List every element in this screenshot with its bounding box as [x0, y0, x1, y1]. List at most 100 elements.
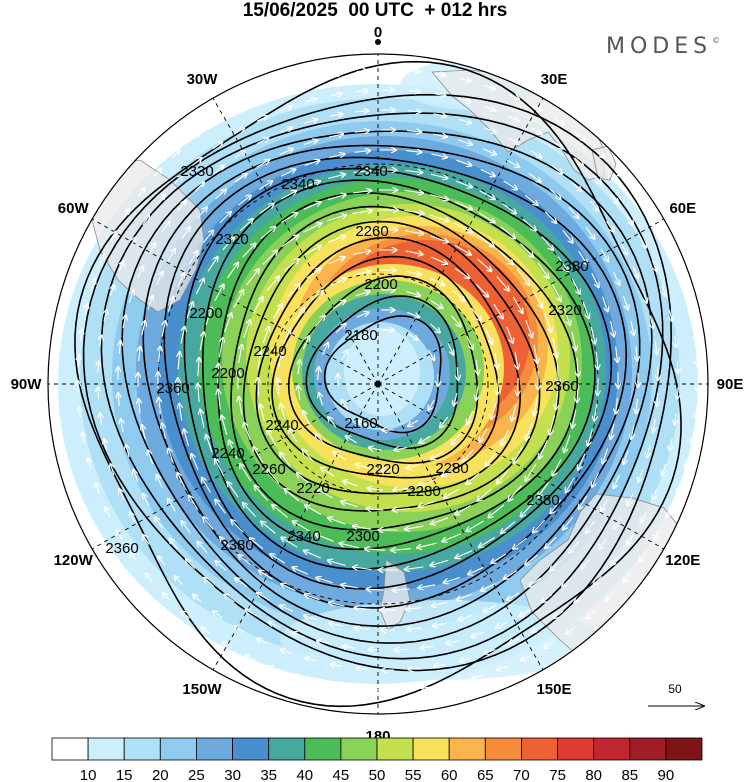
- wind-vector: [395, 448, 408, 450]
- wind-vector: [188, 251, 197, 265]
- wind-vector: [554, 610, 564, 618]
- wind-vector: [566, 627, 576, 634]
- wind-vector: [304, 551, 322, 559]
- wind-vector: [192, 158, 202, 166]
- colorbar-tick-label: 55: [405, 767, 422, 782]
- wind-vector: [218, 390, 220, 410]
- wind-vector: [544, 641, 554, 648]
- wind-vector: [280, 107, 292, 111]
- wind-vector: [252, 297, 262, 314]
- wind-vector: [353, 251, 370, 255]
- wind-vector: [491, 403, 497, 419]
- wind-vector: [642, 290, 647, 302]
- wind-vector: [198, 384, 199, 403]
- wind-vector: [354, 151, 370, 153]
- wind-vector: [353, 567, 372, 570]
- wind-vector: [179, 404, 182, 421]
- wind-vector: [281, 538, 298, 548]
- wind-vector: [442, 467, 456, 477]
- contour-label: 2320: [548, 302, 581, 319]
- wind-vector: [178, 378, 179, 396]
- wind-vector: [501, 203, 516, 214]
- wind-vector: [234, 128, 244, 135]
- wind-vector: [331, 664, 342, 666]
- longitude-label: 60W: [58, 200, 90, 217]
- wind-vector: [110, 232, 116, 242]
- wind-vector: [258, 378, 259, 396]
- wind-vector: [243, 320, 250, 338]
- wind-vector: [596, 352, 598, 369]
- wind-vector: [207, 257, 218, 272]
- wind-vector: [81, 329, 83, 341]
- wind-vector: [267, 469, 280, 484]
- reference-vector-label: 50: [668, 682, 682, 696]
- wind-vector: [234, 626, 245, 633]
- wind-vector: [480, 168, 495, 176]
- wind-vector: [110, 285, 114, 297]
- wind-vector: [578, 453, 586, 470]
- wind-vector: [407, 311, 419, 317]
- wind-vector: [226, 263, 238, 279]
- wind-vector: [568, 207, 579, 218]
- colorbar-swatch: [51, 737, 89, 761]
- wind-vector: [588, 429, 593, 446]
- wind-vector: [640, 237, 647, 248]
- wind-vector: [594, 403, 597, 421]
- colorbar: 10 15 20 25 30 35 40 45 50 55 60 65 70 75 80 85 90: [51, 737, 703, 782]
- wind-vector: [256, 160, 269, 168]
- wind-vector: [566, 477, 575, 493]
- wind-vector: [344, 687, 355, 688]
- longitude-label: 150W: [182, 681, 222, 698]
- wind-vector: [447, 682, 458, 684]
- wind-vector: [675, 335, 677, 346]
- wind-vector: [83, 433, 85, 444]
- wind-vector: [157, 195, 165, 205]
- wind-vector: [128, 290, 133, 303]
- wind-vector: [257, 639, 268, 645]
- wind-vector: [405, 151, 422, 153]
- wind-vector: [369, 649, 382, 650]
- wind-vector: [430, 277, 444, 285]
- wind-vector: [513, 446, 524, 463]
- wind-vector: [582, 301, 589, 318]
- wind-vector: [341, 585, 359, 588]
- wind-vector: [677, 387, 678, 399]
- wind-vector: [606, 592, 614, 601]
- wind-vector: [335, 324, 346, 334]
- contour-label: 2260: [252, 461, 285, 478]
- wind-vector: [405, 270, 421, 275]
- wind-vector: [223, 642, 233, 649]
- wind-vector: [202, 230, 213, 244]
- wind-vector: [497, 468, 510, 483]
- wind-vector: [298, 386, 300, 400]
- wind-vector: [279, 149, 293, 156]
- wind-vector: [504, 570, 518, 579]
- wind-vector: [200, 410, 205, 428]
- wind-vector: [419, 500, 436, 507]
- contour-label: 2220: [366, 461, 399, 478]
- colorbar-tick-label: 65: [477, 767, 494, 782]
- wind-vector: [419, 435, 431, 443]
- wind-vector: [627, 493, 634, 506]
- wind-vector: [653, 419, 655, 432]
- wind-vector: [167, 297, 173, 312]
- wind-vector: [405, 250, 423, 255]
- wind-vector: [330, 94, 342, 96]
- wind-vector: [305, 595, 320, 601]
- wind-vector: [694, 329, 696, 340]
- wind-vector: [685, 457, 688, 469]
- wind-vector: [181, 611, 190, 619]
- wind-vector: [455, 180, 472, 187]
- wind-vector: [110, 464, 114, 476]
- wind-vector: [245, 655, 256, 661]
- wind-vector: [100, 413, 102, 425]
- wind-vector: [310, 291, 323, 302]
- wind-vector: [391, 549, 412, 551]
- wind-vector: [599, 538, 607, 549]
- wind-vector: [196, 207, 207, 219]
- wind-vector: [485, 328, 492, 344]
- wind-vector: [577, 383, 578, 403]
- wind-vector: [530, 150, 542, 158]
- wind-vector: [244, 423, 251, 441]
- longitude-label: 90E: [717, 376, 744, 393]
